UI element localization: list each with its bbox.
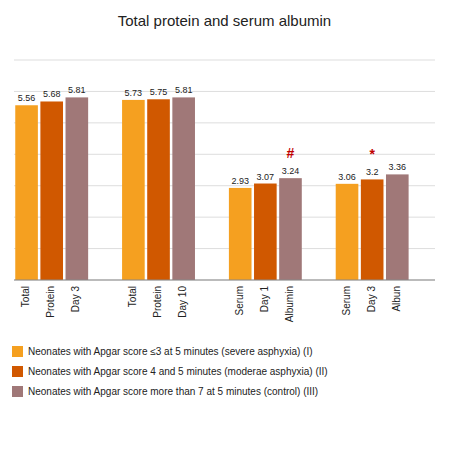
data-label: 3.36 <box>389 162 407 172</box>
data-label: 3.24 <box>282 166 300 176</box>
data-label: 3.07 <box>257 172 275 182</box>
legend: Neonates with Apgar score ≤3 at 5 minute… <box>12 346 328 397</box>
bar <box>229 188 252 280</box>
bar <box>15 105 38 280</box>
data-label: 2.93 <box>231 176 249 186</box>
x-tick-label: Protein <box>45 286 56 318</box>
x-tick-label: Total <box>20 286 31 307</box>
bar <box>40 101 63 280</box>
x-tick-label: Serum <box>234 286 245 315</box>
x-axis <box>14 280 435 281</box>
legend-swatch <box>12 366 23 377</box>
bar <box>172 97 195 280</box>
data-label: 3.2 <box>366 167 379 177</box>
annotation: # <box>287 145 295 161</box>
bar <box>254 184 277 280</box>
bar <box>147 99 170 280</box>
x-tick-label: Total <box>127 286 138 307</box>
legend-swatch <box>12 346 23 357</box>
title: Total protein and serum albumin <box>118 12 331 29</box>
grid <box>14 60 435 280</box>
grid-line <box>14 60 435 61</box>
bar <box>386 174 409 280</box>
x-tick-label: Day 10 <box>177 286 188 318</box>
x-tick-label: Albumin <box>284 286 295 322</box>
data-label: 5.81 <box>68 85 86 95</box>
legend-label: Neonates with Apgar score ≤3 at 5 minute… <box>28 346 313 357</box>
data-label: 3.06 <box>338 172 356 182</box>
bar <box>361 179 384 280</box>
x-tick-label: Day 3 <box>70 286 81 313</box>
legend-swatch <box>12 386 23 397</box>
data-labels: 5.56 5.73 2.93 3.06 5.68 5.75 3.07 3.2 5.81 5.81 3… <box>18 85 406 186</box>
chart: Total protein and serum albumin 5.56 5.73 2… <box>0 0 449 449</box>
bar <box>66 97 89 280</box>
data-label: 5.75 <box>150 87 168 97</box>
x-tick-label: Albun <box>391 286 402 312</box>
bar <box>122 100 145 280</box>
data-label: 5.56 <box>18 93 36 103</box>
data-label: 5.73 <box>125 88 143 98</box>
legend-label: Neonates with Apgar score more than 7 at… <box>28 386 318 397</box>
x-tick-label: Day 1 <box>259 286 270 313</box>
grid-line <box>14 280 435 281</box>
bar <box>336 184 359 280</box>
data-label: 5.68 <box>43 89 61 99</box>
bars <box>15 97 408 280</box>
data-label: 5.81 <box>175 85 193 95</box>
x-tick-label: Protein <box>152 286 163 318</box>
x-tick-label: Serum <box>341 286 352 315</box>
annotation: * <box>369 146 375 162</box>
bar <box>279 178 302 280</box>
x-tick-label: Day 3 <box>366 286 377 313</box>
legend-label: Neonates with Apgar score 4 and 5 minute… <box>28 366 328 377</box>
